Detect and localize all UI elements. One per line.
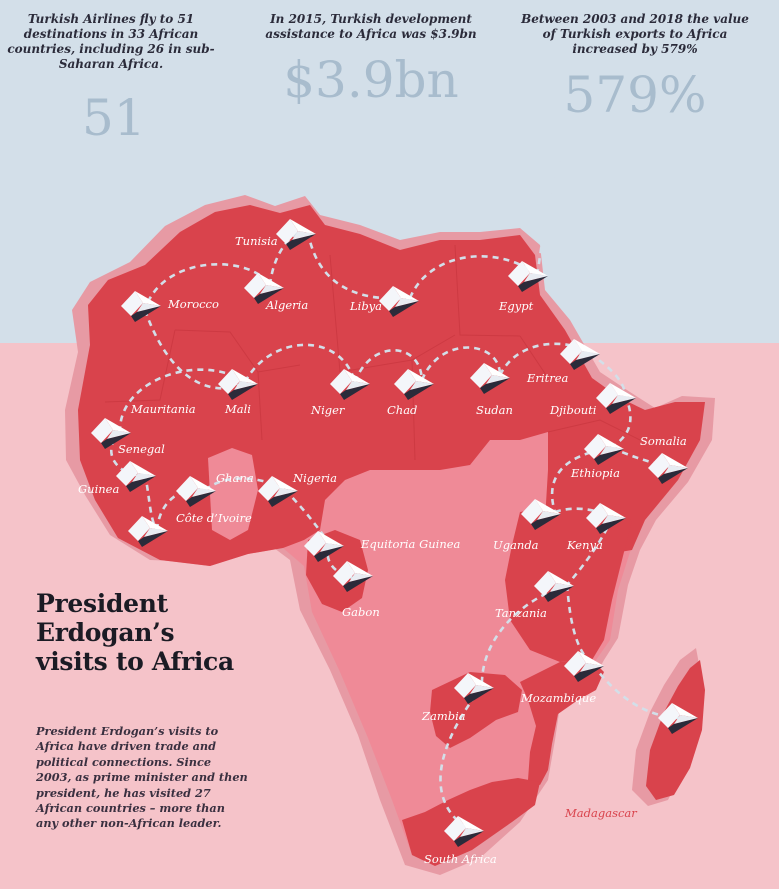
label-zambia: Zambia (422, 709, 466, 723)
label-kenya: Kenya (567, 538, 603, 552)
label-algeria: Algeria (266, 298, 309, 312)
label-mali: Mali (225, 402, 251, 416)
label-gabon: Gabon (342, 605, 380, 619)
label-ghana: Ghana (216, 471, 254, 485)
label-djibouti: Djibouti (550, 403, 597, 417)
label-tunisia: Tunisia (235, 234, 278, 248)
page-description: President Erdogan’s visits to Africa hav… (36, 724, 248, 831)
label-somalia: Somalia (640, 434, 687, 448)
label-uganda: Uganda (493, 538, 539, 552)
label-sudan: Sudan (476, 403, 513, 417)
label-madagascar: Madagascar (565, 806, 637, 820)
stat-export-growth: Between 2003 and 2018 the value of Turki… (520, 12, 750, 123)
stat-value: $3.9bn (283, 51, 459, 109)
label-mauritania: Mauritania (131, 402, 196, 416)
label-tanzania: Tanzania (495, 606, 547, 620)
label-eritrea: Eritrea (527, 371, 569, 385)
south-africa-region (402, 778, 540, 866)
stat-development-assistance: In 2015, Turkish development assistance … (262, 12, 480, 108)
stat-value: 51 (82, 89, 146, 147)
label-south-africa: South Africa (424, 852, 497, 866)
label-ethiopia: Ethiopia (571, 466, 620, 480)
label-egypt: Egypt (499, 299, 534, 313)
label-libya: Libya (350, 299, 383, 313)
zambia-region (430, 672, 522, 748)
label-mozambique: Mozambique (521, 691, 597, 705)
label-equatorial-guinea: Equitoria Guinea (361, 537, 461, 551)
page-title: President Erdogan’s visits to Africa (36, 589, 234, 676)
label-chad: Chad (387, 403, 418, 417)
ghana-region (208, 448, 258, 540)
stat-caption: Turkish Airlines fly to 51 destinations … (7, 12, 215, 71)
label-senegal: Senegal (118, 442, 165, 456)
label-guinea: Guinea (78, 482, 120, 496)
stat-value: 579% (563, 66, 707, 124)
label-niger: Niger (311, 403, 345, 417)
mozambique-region (520, 660, 604, 785)
stat-caption: Between 2003 and 2018 the value of Turki… (521, 12, 749, 56)
label-cote-divoire: Côte d’Ivoire (176, 511, 252, 525)
label-nigeria: Nigeria (293, 471, 337, 485)
stat-airline-destinations: Turkish Airlines fly to 51 destinations … (0, 12, 222, 146)
stat-caption: In 2015, Turkish development assistance … (265, 12, 477, 41)
label-morocco: Morocco (168, 297, 219, 311)
